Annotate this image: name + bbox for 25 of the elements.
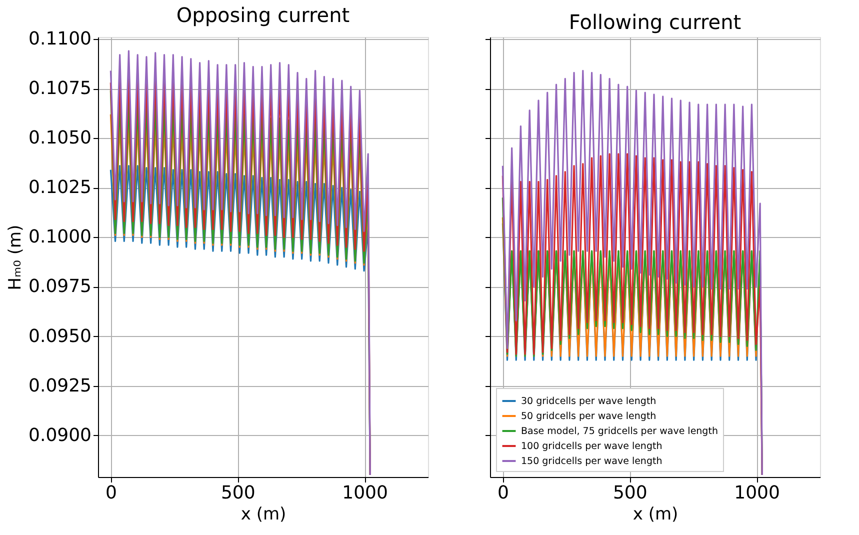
y-tick-label: 0.0925	[28, 375, 92, 396]
x-tick-label: 500	[220, 482, 256, 504]
x-tick-label: 1000	[342, 482, 388, 504]
x-axis-title: x (m)	[632, 504, 678, 524]
x-tick-label: 0	[497, 482, 509, 504]
legend-label: 100 gridcells per wave length	[521, 441, 662, 452]
chart-title: Following current	[568, 10, 742, 34]
x-axis-title: x (m)	[240, 504, 286, 524]
chart-title: Opposing current	[176, 2, 350, 27]
y-tick-label: 0.1000	[28, 226, 92, 248]
legend-label: 50 gridcells per wave length	[521, 411, 656, 422]
y-tick-label: 0.1050	[28, 128, 92, 149]
y-tick-label: 0.1075	[28, 78, 92, 100]
y-tick-label: 0.1025	[28, 177, 92, 198]
y-tick-label: 0.0975	[28, 276, 92, 298]
x-tick-label: 0	[105, 482, 117, 504]
y-tick-label: 0.1100	[28, 28, 92, 50]
x-tick-label: 500	[612, 482, 648, 504]
y-tick-label: 0.0900	[28, 424, 92, 446]
y-tick-label: 0.0950	[28, 326, 92, 347]
x-tick-label: 1000	[734, 482, 780, 504]
y-axis-title: Hₘ₀ (m)	[6, 224, 26, 290]
legend-label: Base model, 75 gridcells per wave length	[521, 426, 718, 437]
legend-label: 150 gridcells per wave length	[521, 456, 662, 467]
legend-label: 30 gridcells per wave length	[521, 396, 656, 407]
